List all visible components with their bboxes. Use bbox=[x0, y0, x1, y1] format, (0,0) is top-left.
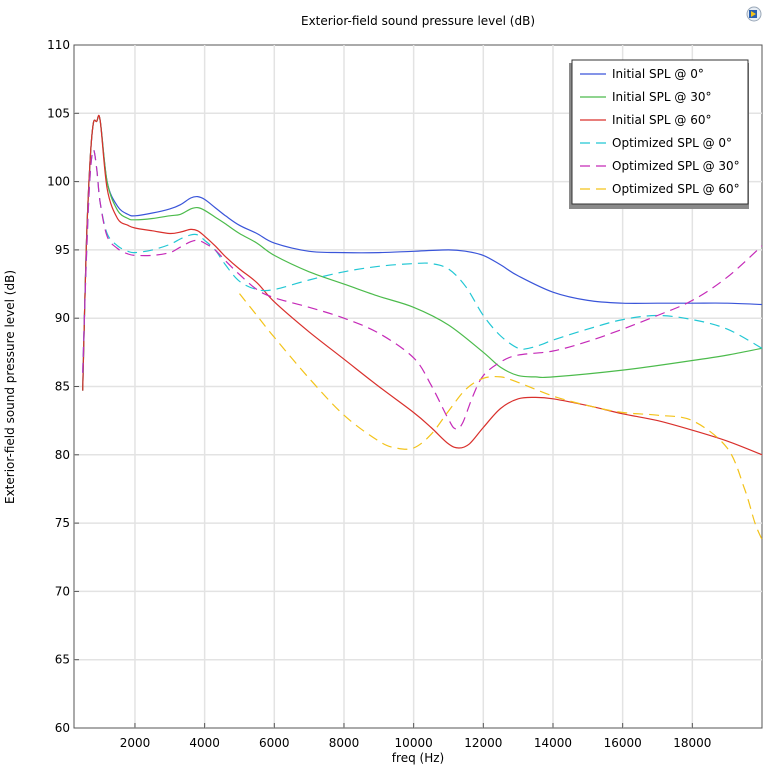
legend-label-5: Optimized SPL @ 30° bbox=[612, 159, 740, 173]
x-tick-label: 6000 bbox=[259, 736, 290, 750]
legend-label-2: Initial SPL @ 30° bbox=[612, 90, 711, 104]
x-axis: 2000 4000 6000 8000 10000 12000 14000 16000 1800… bbox=[120, 723, 711, 750]
x-tick-label: 4000 bbox=[189, 736, 220, 750]
y-tick-label: 105 bbox=[47, 106, 70, 120]
x-tick-label: 2000 bbox=[120, 736, 151, 750]
series-line-4 bbox=[82, 149, 763, 373]
y-tick-label: 65 bbox=[55, 653, 70, 667]
grid bbox=[74, 45, 762, 728]
legend-label-1: Initial SPL @ 0° bbox=[612, 67, 704, 81]
y-tick-label: 90 bbox=[55, 311, 70, 325]
legend: Initial SPL @ 0° Initial SPL @ 30° Initial… bbox=[569, 59, 749, 209]
x-tick-label: 10000 bbox=[395, 736, 433, 750]
app-logo-icon bbox=[746, 6, 762, 22]
legend-label-6: Optimized SPL @ 60° bbox=[612, 182, 740, 196]
y-axis: 60 65 70 75 80 85 90 95 100 105 110 bbox=[47, 38, 79, 735]
y-tick-label: 85 bbox=[55, 380, 70, 394]
x-tick-label: 12000 bbox=[464, 736, 502, 750]
x-tick-label: 16000 bbox=[604, 736, 642, 750]
series-line-5 bbox=[82, 149, 763, 430]
x-axis-label: freq (Hz) bbox=[392, 751, 444, 765]
legend-box bbox=[571, 59, 749, 205]
chart-title: Exterior-field sound pressure level (dB) bbox=[301, 14, 535, 28]
legend-label-4: Optimized SPL @ 0° bbox=[612, 136, 732, 150]
series-line-6 bbox=[239, 293, 763, 540]
y-axis-label: Exterior-field sound pressure level (dB) bbox=[3, 270, 17, 504]
series-group bbox=[82, 114, 763, 540]
x-tick-label: 8000 bbox=[329, 736, 360, 750]
y-tick-label: 95 bbox=[55, 243, 70, 257]
y-tick-label: 100 bbox=[47, 175, 70, 189]
series-line-3 bbox=[82, 114, 763, 456]
x-tick-label: 14000 bbox=[534, 736, 572, 750]
y-tick-label: 110 bbox=[47, 38, 70, 52]
y-tick-label: 80 bbox=[55, 448, 70, 462]
y-tick-label: 70 bbox=[55, 584, 70, 598]
x-tick-label: 18000 bbox=[673, 736, 711, 750]
y-tick-label: 75 bbox=[55, 516, 70, 530]
y-tick-label: 60 bbox=[55, 721, 70, 735]
legend-label-3: Initial SPL @ 60° bbox=[612, 113, 711, 127]
